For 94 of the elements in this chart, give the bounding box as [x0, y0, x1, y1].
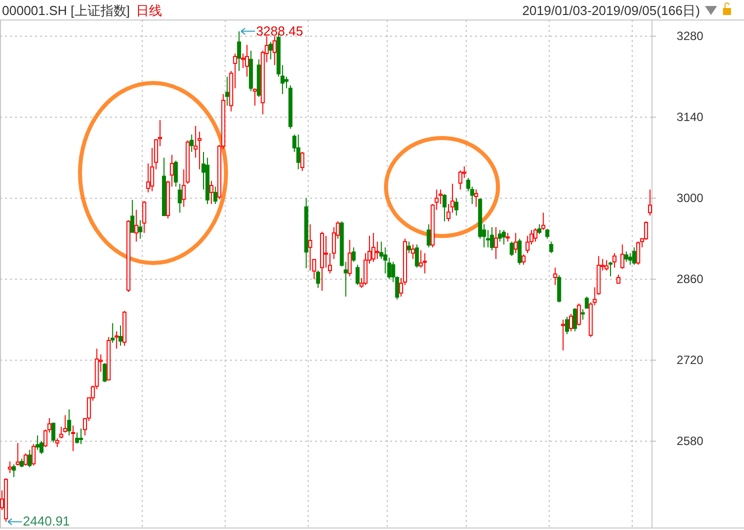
- candlestick: [604, 260, 609, 272]
- chart-subtitle: 日线: [136, 3, 162, 18]
- candlestick: [522, 254, 526, 266]
- candlestick: [553, 267, 558, 286]
- candlestick: [498, 230, 502, 242]
- candlestick: [561, 319, 566, 351]
- candlestick: [510, 241, 514, 257]
- candlestick: [67, 408, 72, 436]
- candlestick: [178, 183, 182, 214]
- candlestick: [422, 252, 427, 274]
- candlestick: [636, 241, 640, 266]
- candlestick: [584, 296, 589, 309]
- annotation: 2440.91: [22, 514, 70, 529]
- candlestick: [580, 308, 585, 320]
- candlestick: [348, 239, 352, 277]
- y-tick-label: 2580: [676, 434, 704, 448]
- candlestick: [102, 362, 107, 383]
- candlestick: [572, 308, 577, 332]
- candlestick: [110, 322, 115, 344]
- candlestick: [537, 224, 542, 235]
- candlestick: [458, 170, 462, 190]
- candlestick: [490, 226, 494, 251]
- candlestick: [79, 428, 84, 445]
- candlestick: [375, 241, 380, 260]
- candlestick: [32, 444, 36, 466]
- candlestick: [59, 426, 64, 439]
- y-tick-label: 3000: [676, 191, 704, 206]
- y-tick-label: 2720: [676, 353, 704, 368]
- candlestick: [426, 224, 431, 248]
- candlestick: [502, 230, 506, 245]
- candlestick: [628, 252, 632, 266]
- candlestick: [51, 422, 56, 443]
- candlestick: [410, 244, 415, 260]
- candlestick: [454, 198, 458, 216]
- candlestick: [241, 53, 246, 69]
- candlestick: [624, 250, 628, 262]
- candlestick: [545, 228, 550, 240]
- candlestick: [568, 313, 573, 332]
- candlestick: [272, 36, 277, 66]
- candlestick: [316, 270, 320, 288]
- candlestick: [252, 88, 257, 106]
- candlestick: [352, 246, 356, 262]
- chart-title: 000001.SH [上证指数]: [2, 3, 130, 18]
- candlestick: [8, 460, 12, 474]
- candlestick: [608, 261, 613, 277]
- candlestick: [541, 212, 546, 231]
- candlestick: [142, 200, 146, 234]
- candlestick: [209, 180, 214, 204]
- candlestick: [644, 220, 648, 240]
- candlestick: [114, 330, 119, 350]
- candlestick: [406, 241, 411, 254]
- candlestick: [620, 244, 624, 270]
- candlestick: [130, 199, 134, 233]
- candlestick: [518, 238, 522, 266]
- candlestick: [442, 194, 447, 222]
- candlestick: [174, 160, 178, 188]
- candlestick: [533, 228, 538, 242]
- candlestick: [356, 264, 360, 286]
- candlestick: [549, 241, 554, 254]
- candlestick: [213, 186, 218, 204]
- candlestick: [474, 189, 478, 208]
- annotation: 3288.45: [256, 23, 304, 38]
- candlestick: [12, 464, 16, 478]
- text: 2019/01/03-2019/09/05(166日): [522, 3, 700, 18]
- y-tick-label: 3140: [676, 110, 704, 124]
- candlestick: [225, 76, 230, 106]
- candlestick: [36, 434, 40, 450]
- candlestick: [494, 226, 498, 260]
- candlestick: [371, 232, 376, 262]
- candlestick: [118, 324, 123, 346]
- y-tick-label: 3280: [676, 29, 704, 44]
- candlestick: [138, 220, 142, 240]
- candlestick: [557, 274, 562, 303]
- candlestick: [24, 452, 28, 466]
- candlestick: [134, 209, 138, 242]
- candlestick: [296, 134, 300, 170]
- candlestick: [514, 232, 518, 254]
- candlestick: [190, 134, 194, 152]
- candlestick: [71, 425, 76, 452]
- candlestick: [576, 303, 581, 326]
- candlestick: [28, 449, 32, 468]
- candlestick: [648, 189, 652, 216]
- candlestick: [612, 252, 616, 268]
- candlestick: [565, 316, 570, 335]
- candlestick: [300, 151, 304, 172]
- y-tick-label: 2860: [676, 272, 704, 286]
- candlestick: [16, 442, 20, 466]
- candlestick: [244, 44, 249, 78]
- candlestick: [308, 224, 312, 272]
- candlestick: [237, 30, 242, 72]
- candlestick: [268, 41, 273, 60]
- candlestick: [414, 244, 419, 268]
- candlestick: [75, 432, 80, 444]
- candlestick: [632, 246, 636, 266]
